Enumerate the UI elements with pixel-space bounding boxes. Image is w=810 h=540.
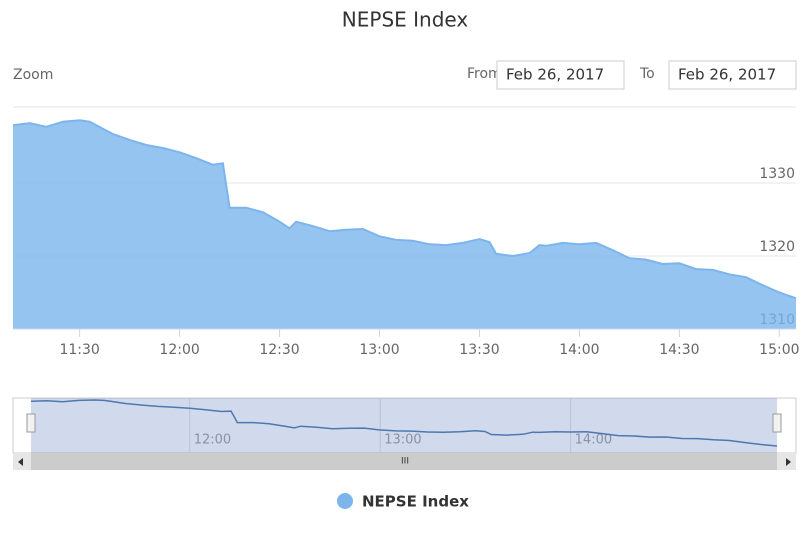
navigator-handle[interactable] — [26, 413, 36, 433]
to-value[interactable]: Feb 26, 2017 — [678, 66, 776, 84]
area — [13, 120, 796, 329]
scroll-left[interactable] — [18, 458, 23, 466]
from-label: From — [467, 66, 502, 82]
scrollbar-thumb[interactable] — [31, 453, 777, 470]
line — [12, 119, 797, 300]
scroll-right[interactable] — [786, 458, 791, 466]
x-tick-label: 12:30 — [259, 342, 299, 358]
y-tick-label: 1330 — [759, 166, 795, 182]
x-tick-label: 14:30 — [659, 342, 699, 358]
navigator-tick-label: 13:00 — [384, 433, 421, 448]
legend-marker — [337, 493, 353, 509]
navigator-line — [30, 399, 778, 447]
navigator-tick-label: 12:00 — [194, 433, 231, 448]
to-label: To — [639, 66, 655, 82]
navigator-tick-label: 14:00 — [575, 433, 612, 448]
x-tick-label: 13:30 — [459, 342, 499, 358]
x-tick-label: 14:00 — [559, 342, 599, 358]
x-tick-label: 15:00 — [759, 342, 799, 358]
chart-title: NEPSE Index — [342, 8, 469, 32]
from-input[interactable] — [496, 60, 625, 90]
x-tick-label: 11:30 — [59, 342, 99, 358]
navigator-mask — [31, 398, 777, 453]
zoom-label: Zoom — [13, 67, 53, 83]
x-tick-label: 13:00 — [359, 342, 399, 358]
from-value[interactable]: Feb 26, 2017 — [506, 66, 604, 84]
to-input[interactable] — [668, 60, 797, 90]
scrollbar-grip: III — [401, 457, 409, 467]
x-tick-label: 12:00 — [159, 342, 199, 358]
navigator-handle[interactable] — [772, 413, 782, 433]
legend-label: NEPSE Index — [362, 493, 469, 511]
y-tick-label: 1320 — [759, 239, 795, 255]
